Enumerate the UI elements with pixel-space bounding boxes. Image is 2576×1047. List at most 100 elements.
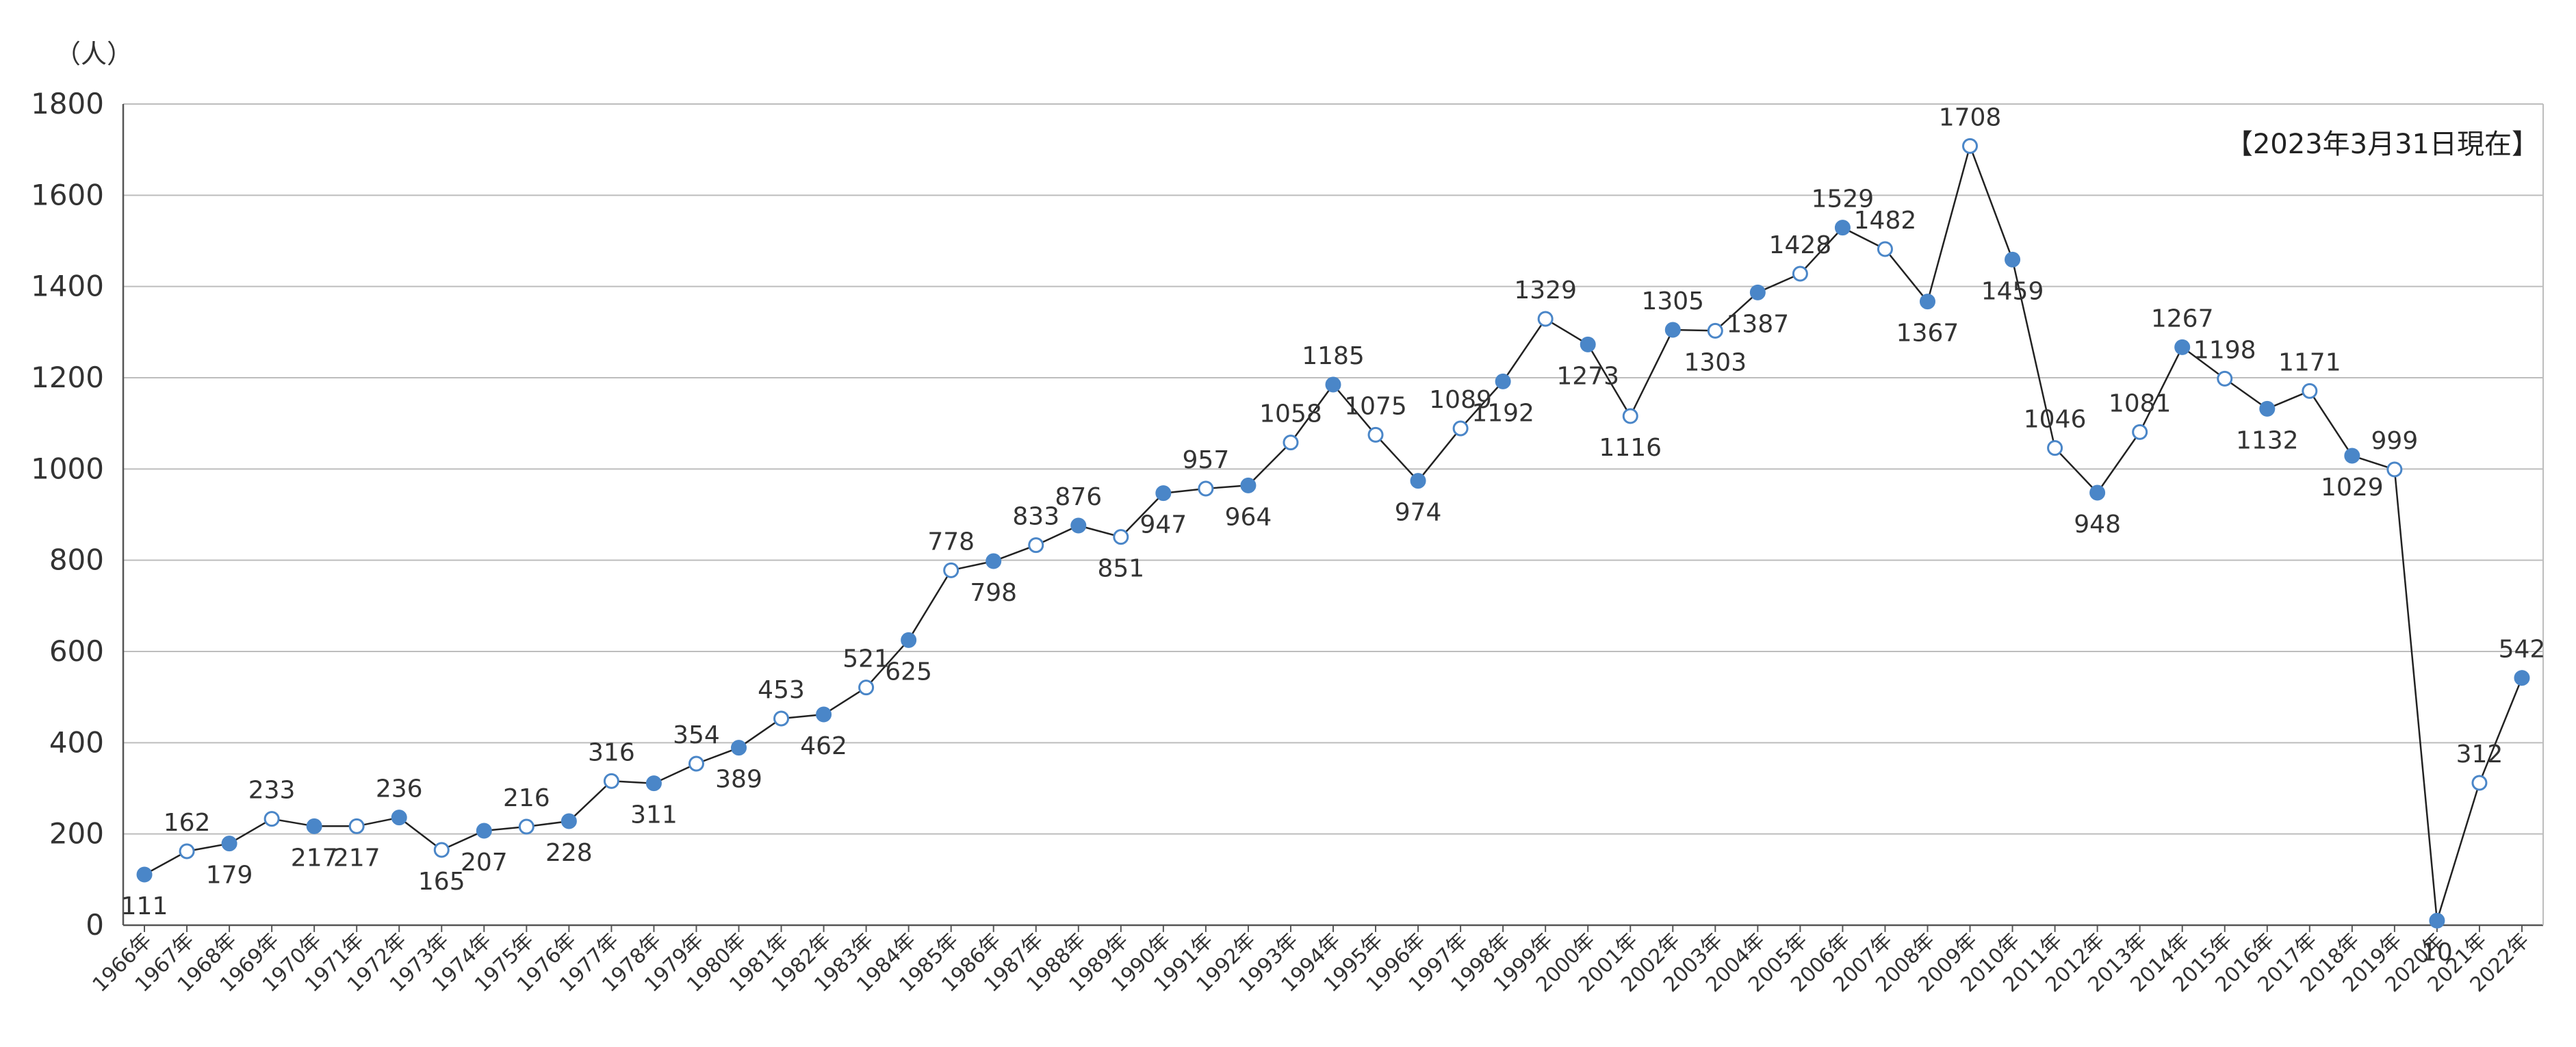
grid-lines: [122, 103, 2544, 927]
data-point: [986, 553, 1002, 569]
data-point: [1113, 529, 1129, 545]
data-point: [518, 818, 534, 835]
as-of-date-note: 【2023年3月31日現在】: [2225, 129, 2539, 160]
y-tick-label: 1200: [31, 361, 104, 394]
data-label: 10: [2421, 938, 2453, 966]
data-label: 1367: [1896, 320, 1959, 348]
data-label: 521: [842, 645, 890, 673]
y-tick-labels: 0 200 400 600 800 1000 1200 1400 1600 1800: [31, 87, 104, 942]
data-label: 1708: [1939, 103, 2002, 131]
data-point: [1792, 266, 1808, 282]
data-label: 1529: [1812, 185, 1875, 214]
y-tick-label: 1800: [31, 87, 104, 120]
data-point: [263, 811, 280, 827]
data-point: [688, 755, 704, 772]
y-tick-label: 800: [49, 543, 104, 577]
data-label: 851: [1097, 555, 1144, 583]
data-point: [2089, 484, 2106, 501]
y-tick-label: 1400: [31, 270, 104, 303]
data-label: 947: [1140, 511, 1187, 539]
data-label: 1459: [1981, 277, 2044, 305]
data-points: [136, 138, 2530, 929]
y-tick-label: 400: [49, 725, 104, 759]
data-label: 217: [291, 844, 338, 872]
data-label: 1273: [1556, 362, 1619, 390]
data-label: 1482: [1854, 207, 1917, 235]
series-line: [144, 143, 2523, 921]
data-point: [943, 562, 959, 578]
data-point: [1537, 311, 1554, 327]
data-point: [1325, 376, 1341, 393]
data-label: 1305: [1641, 287, 1704, 315]
data-label: 1132: [2236, 426, 2299, 454]
data-label: 217: [333, 844, 381, 872]
data-label: 1192: [1471, 399, 1534, 427]
data-point: [391, 810, 407, 826]
y-tick-label: 200: [49, 817, 104, 851]
data-point: [1155, 485, 1172, 502]
data-point: [1877, 241, 1893, 257]
data-label: 228: [545, 839, 593, 867]
data-label: 798: [970, 579, 1017, 607]
data-point: [2132, 424, 2148, 440]
data-label: 1029: [2321, 474, 2384, 502]
data-point: [1834, 220, 1851, 236]
data-label: 179: [206, 862, 253, 890]
data-point: [2174, 339, 2191, 355]
y-tick-label: 600: [49, 634, 104, 668]
data-label: 964: [1225, 503, 1272, 531]
data-label: 957: [1183, 446, 1230, 474]
data-point: [645, 775, 662, 792]
data-point: [1707, 322, 1723, 339]
data-point: [2047, 440, 2063, 456]
data-point: [858, 680, 875, 696]
data-label: 1267: [2151, 305, 2214, 333]
data-label: 778: [927, 528, 975, 556]
data-label: 1058: [1259, 400, 1322, 428]
data-point: [1283, 435, 1299, 451]
y-tick-label: 1000: [31, 452, 104, 485]
data-label: 316: [588, 738, 635, 766]
data-point: [221, 836, 237, 852]
data-label: 948: [2074, 510, 2121, 539]
data-label: 462: [800, 732, 847, 760]
data-label: 162: [164, 809, 211, 837]
data-point: [1452, 420, 1469, 437]
data-label: 1046: [2024, 406, 2087, 434]
data-point: [1664, 322, 1681, 338]
data-label: 542: [2499, 636, 2546, 664]
data-label: 625: [885, 658, 932, 686]
data-label: 207: [461, 849, 508, 877]
data-label: 1171: [2278, 348, 2341, 376]
data-point: [901, 632, 917, 648]
series-polyline: [144, 143, 2523, 921]
data-label: 312: [2456, 740, 2503, 768]
data-point: [306, 818, 322, 834]
data-point: [2471, 775, 2488, 791]
data-point: [2514, 670, 2530, 686]
data-point: [2259, 400, 2276, 417]
data-point: [816, 706, 832, 723]
data-label: 1081: [2109, 389, 2172, 417]
data-point: [136, 866, 153, 883]
data-point: [179, 843, 195, 859]
data-point: [476, 823, 492, 839]
data-label: 1387: [1727, 310, 1790, 338]
data-label: 165: [418, 868, 465, 896]
data-label: 1089: [1429, 386, 1492, 414]
data-point: [2344, 448, 2360, 464]
data-point: [1580, 336, 1596, 352]
x-tick-labels: 1966年1967年1968年1969年1970年1971年1972年1973年…: [88, 925, 2534, 997]
data-label: 833: [1012, 503, 1059, 531]
data-point: [348, 818, 365, 834]
data-point: [773, 710, 790, 727]
data-point: [433, 842, 450, 858]
data-point: [1622, 408, 1638, 424]
data-label: 389: [715, 766, 762, 794]
data-point: [1410, 473, 1426, 489]
data-label: 1428: [1769, 231, 1832, 259]
data-label: 453: [758, 676, 805, 704]
data-point: [1240, 477, 1257, 493]
